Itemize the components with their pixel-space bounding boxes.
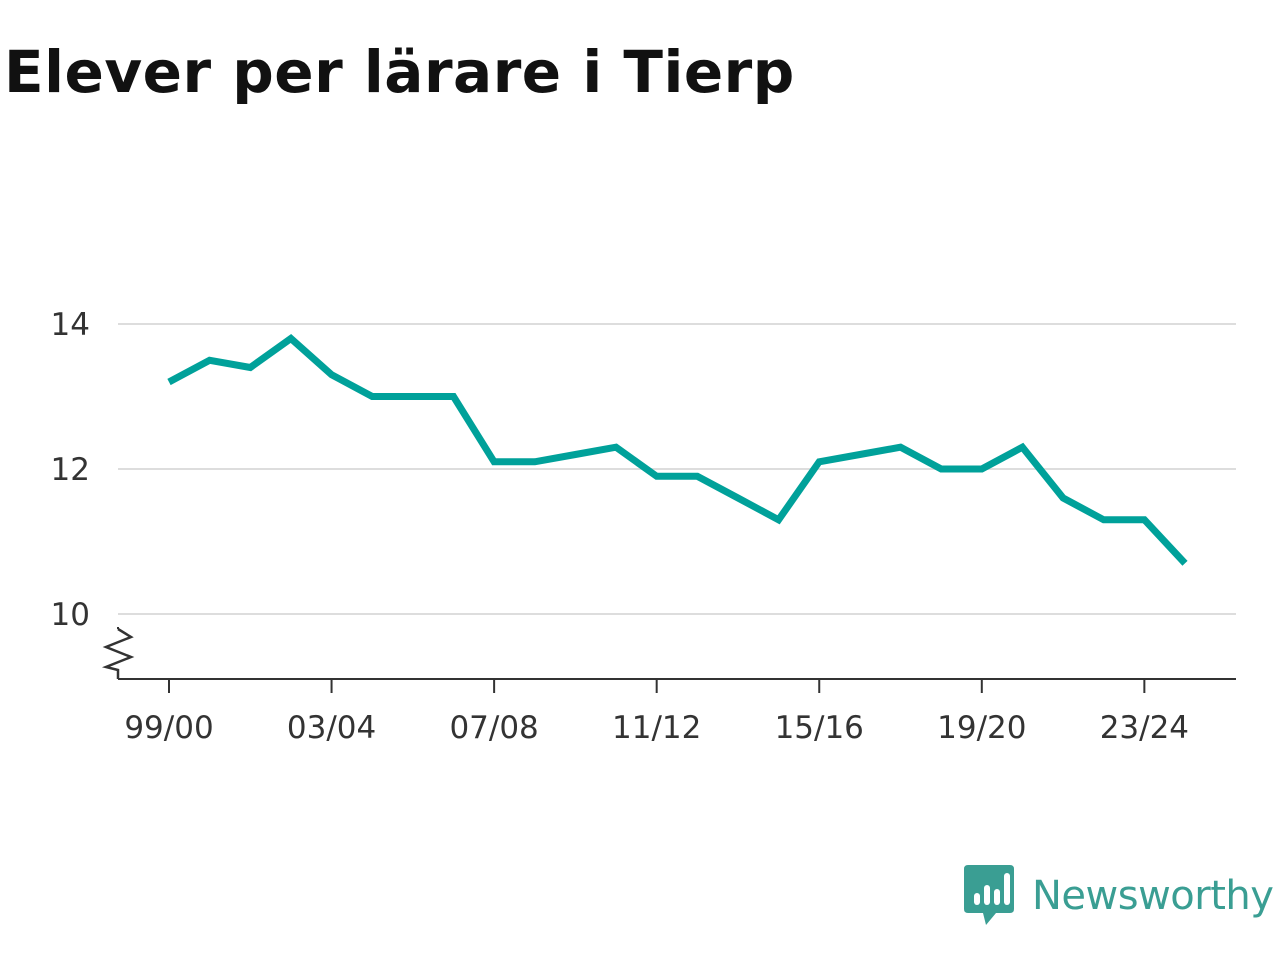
data-point (450, 393, 457, 400)
x-tick-label: 07/08 (449, 710, 538, 746)
bar-chart-speech-bubble-icon (964, 865, 1014, 925)
y-tick-label: 14 (51, 307, 90, 343)
data-point (409, 393, 416, 400)
data-point (978, 466, 985, 473)
series-line-0 (167, 334, 1188, 566)
y-tick-label: 10 (51, 597, 90, 633)
data-point (613, 444, 620, 451)
data-point (491, 458, 498, 465)
x-tick-label: 19/20 (937, 710, 1026, 746)
axis-break-icon (101, 627, 135, 679)
chart-title: Elever per lärare i Tierp (4, 38, 795, 106)
data-point (694, 473, 701, 480)
data-point (1182, 560, 1189, 567)
data-point (897, 444, 904, 451)
brand-logo: Newsworthy (964, 864, 1274, 928)
data-point (247, 364, 254, 371)
data-point (166, 379, 173, 386)
x-axis: 99/00 03/04 07/08 11/12 15/16 19/20 23/24 (124, 679, 1189, 746)
data-point (856, 451, 863, 458)
data-point (775, 516, 782, 523)
data-point (816, 458, 823, 465)
data-point (1100, 516, 1107, 523)
data-point (206, 357, 213, 364)
data-point (938, 466, 945, 473)
data-point (734, 495, 741, 502)
x-tick-label: 15/16 (775, 710, 864, 746)
data-point (1060, 495, 1067, 502)
series-group (166, 334, 1189, 567)
brand-name: Newsworthy (1032, 873, 1274, 919)
data-point (531, 458, 538, 465)
x-tick-label: 11/12 (612, 710, 701, 746)
data-point (1019, 444, 1026, 451)
data-point (328, 371, 335, 378)
data-point (287, 335, 294, 342)
x-tick-label: 99/00 (124, 710, 213, 746)
x-tick-label: 03/04 (287, 710, 376, 746)
y-tick-label: 12 (51, 452, 90, 488)
data-point (1141, 516, 1148, 523)
data-point (369, 393, 376, 400)
gridlines (118, 323, 1236, 615)
x-tick-label: 23/24 (1100, 710, 1189, 746)
data-point (653, 473, 660, 480)
y-axis: 10 12 14 (51, 307, 90, 633)
data-point (572, 451, 579, 458)
